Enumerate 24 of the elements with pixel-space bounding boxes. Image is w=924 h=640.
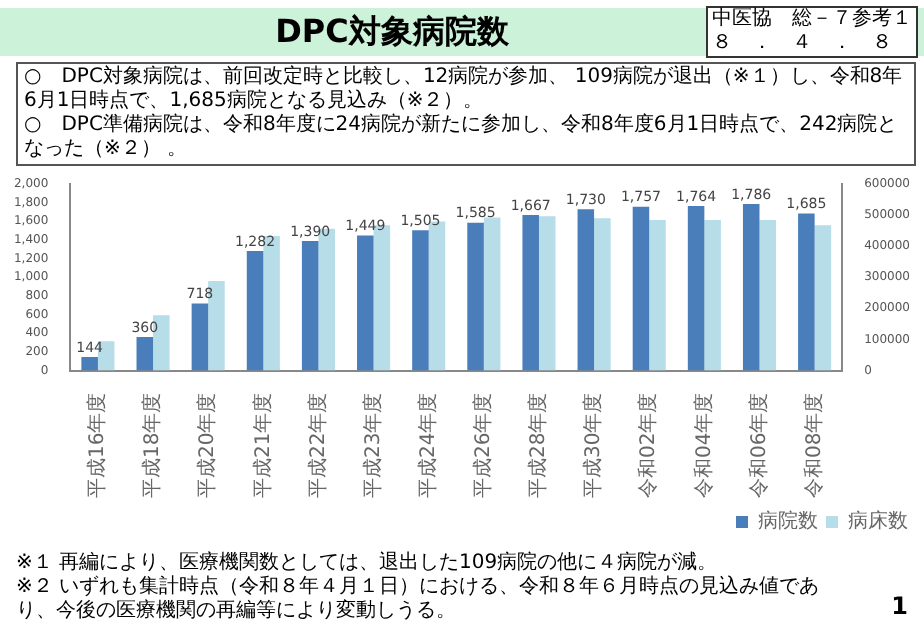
text: ※１ 再編により、医療機関数としては、退出した109病院の他に４病院が減。 (16, 552, 720, 575)
x-tick-label: 平成24年度 (415, 392, 440, 499)
text: ８ ． ４ ． ８ (712, 32, 894, 56)
text: 1 (891, 592, 908, 620)
chart-title: DPC対象病院数 (275, 12, 509, 50)
x-tick-label: 令和06年度 (746, 392, 771, 499)
x-tick-label: 平成26年度 (471, 392, 496, 499)
text: ○ DPC準備病院は、令和8年度に24病院が新たに参加し、令和8年度6月1日時点で、242病院となった（※２） 。 (24, 114, 900, 162)
x-tick-label: 平成18年度 (140, 392, 165, 499)
text: ※２ いずれも集計時点（令和８年４月１日）における、令和８年６月時点の見込み値であり、今後の医療機関の再編等により変動しうる。 (16, 576, 822, 624)
x-tick-label: 平成21年度 (250, 392, 275, 499)
x-tick-label: 平成20年度 (195, 392, 220, 499)
x-tick-label: 平成23年度 (360, 392, 385, 499)
x-tick-label: 令和02年度 (636, 392, 661, 499)
x-tick-label: 平成30年度 (581, 392, 606, 499)
legend-label: 病床数 (848, 509, 908, 534)
x-tick-label: 平成28年度 (526, 392, 551, 499)
text: ○ DPC対象病院は、前回改定時と比較し、12病院が参加、 109病院が退出（※１）し、令和8年6月1日時点で、1,685病院となる見込み（※２）。 (24, 66, 905, 113)
x-tick-label: 平成22年度 (305, 392, 330, 499)
legend-label: 病院数 (758, 509, 818, 534)
x-tick-label: 令和04年度 (691, 392, 716, 499)
x-tick-label: 令和08年度 (801, 392, 826, 499)
text: 中医協 総－７参考１ (712, 8, 912, 32)
x-tick-label: 平成16年度 (85, 392, 110, 499)
